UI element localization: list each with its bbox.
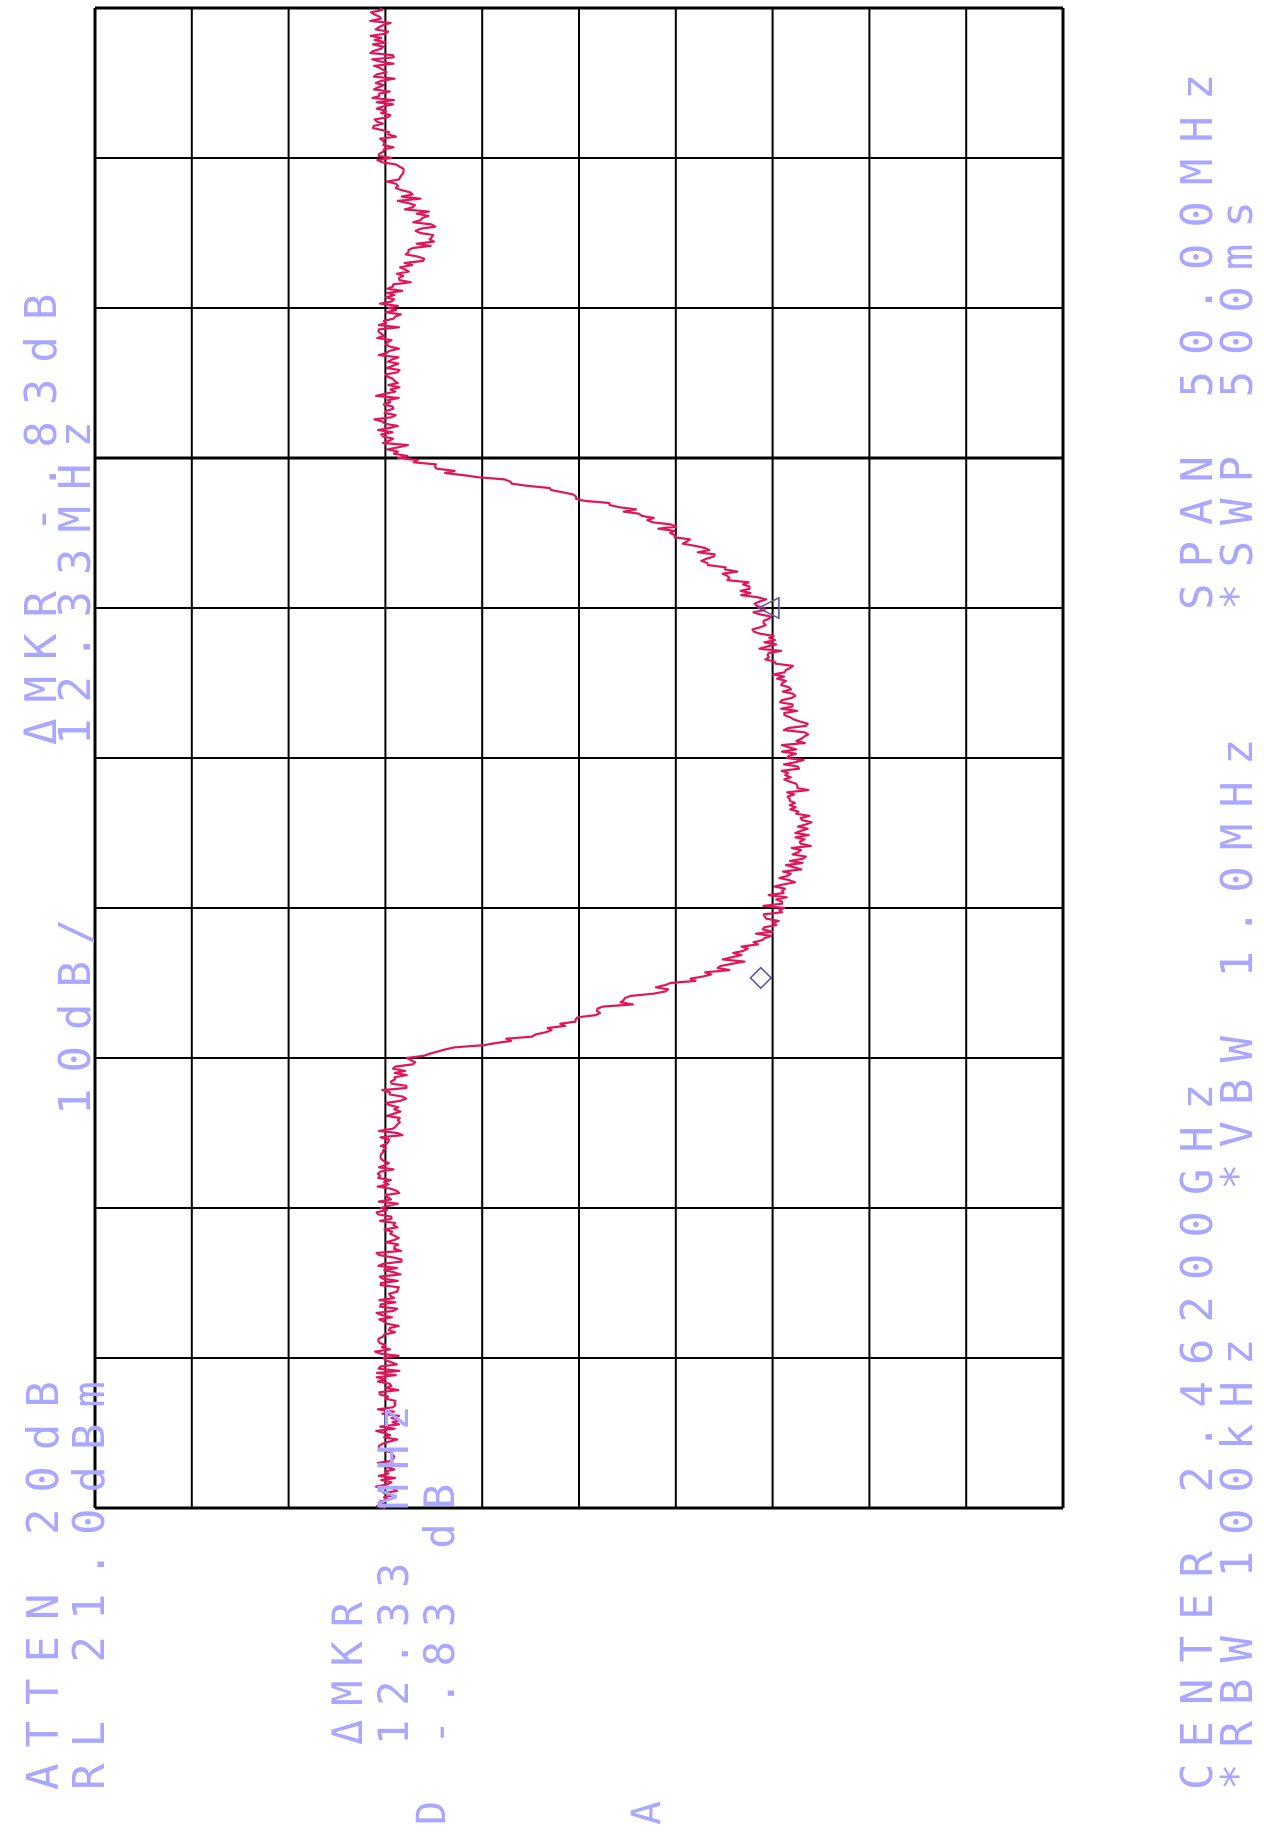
trace-d-marker: D [409,1801,455,1825]
rbw-label: *RBW 100kHz [1212,1323,1263,1790]
footer-row-1-right: SPAN 50.00MHz [1172,58,1223,610]
footer-row-2-left: *RBW 100kHz [1212,1323,1263,1790]
marker-box-delta: -.83 dB [415,1470,464,1745]
spectrum-trace-line [369,7,813,1510]
vbw-label: *VBW 1.0MHz [1212,723,1263,1190]
span-label: SPAN 50.00MHz [1172,58,1223,610]
graticule [93,6,1065,1510]
trace-d-label: D [409,1801,455,1825]
marker-box-freq: 12.33 MHz [369,1391,418,1745]
marker-box-row-2: 12.33 MHz [369,1391,418,1745]
atten-label: ATTEN 20dB [18,1365,69,1790]
trace-layer [369,7,813,1510]
marker-symbol: ◇ [745,966,780,989]
marker-symbol: ▽ [753,596,788,619]
footer-row-2-mid: *VBW 1.0MHz [1212,723,1263,1190]
header-row-2: RL 21.0dBm [64,1365,115,1790]
marker-box-row-3: -.83 dB [415,1470,464,1745]
reference-level-label: RL 21.0dBm [64,1365,115,1790]
header-row-1: ATTEN 20dB [18,1365,69,1790]
sweep-time-label: *SWP 500ms [1212,185,1263,610]
marker-box-title: ΔMKR [323,1588,372,1745]
trace-a-marker: A [624,1801,670,1825]
marker-layer: ▽◇ [745,596,788,989]
footer-row-2-right: *SWP 500ms [1212,185,1263,610]
marker-readout-row-2: 12.33MHz [50,405,101,745]
scale-row: 10dB/ [50,903,101,1115]
marker-delta-readout: ΔMKR -.83dB [16,278,67,745]
center-frequency-label: CENTER 2.46200GHz [1172,1068,1223,1790]
scale-label: 10dB/ [50,903,101,1115]
trace-a-label: A [624,1801,670,1825]
plot-frame: ▽◇ [93,6,1065,1510]
marker-freq-readout: 12.33MHz [50,405,101,745]
marker-box-row-1: ΔMKR [323,1588,372,1745]
marker-readout-row-1: ΔMKR -.83dB [16,278,67,745]
footer-row-1-left: CENTER 2.46200GHz [1172,1068,1223,1790]
